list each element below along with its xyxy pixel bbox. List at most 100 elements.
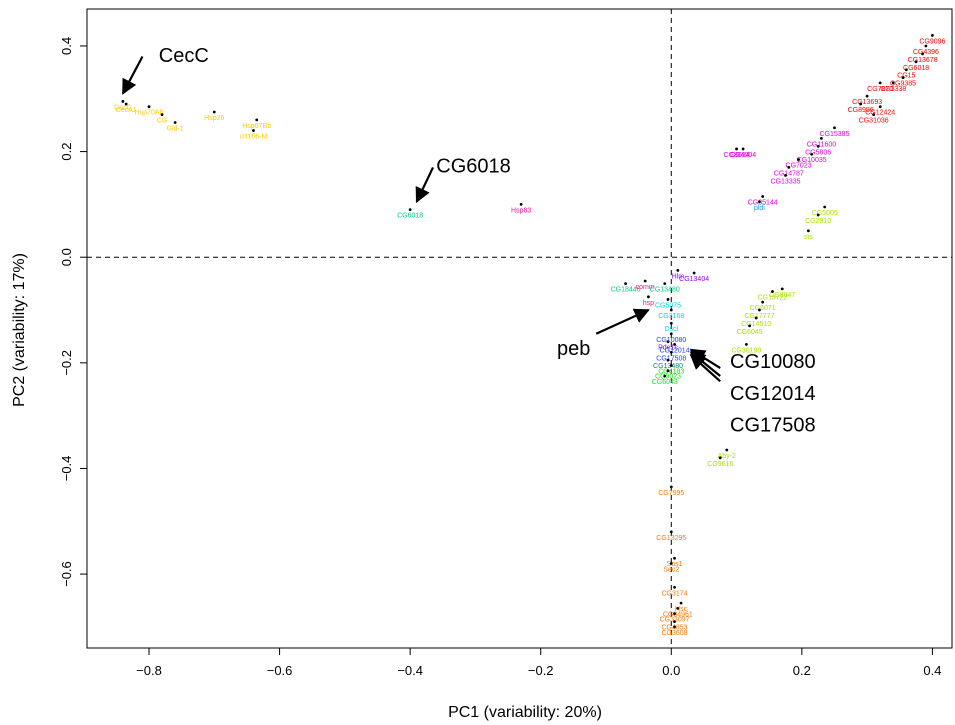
data-point xyxy=(673,612,676,616)
data-point xyxy=(806,229,810,233)
point-label: CG6071 xyxy=(750,305,776,312)
data-point xyxy=(666,358,670,362)
point-label: CG13678 xyxy=(908,57,938,64)
data-point xyxy=(669,364,673,367)
point-label: CG13335 xyxy=(771,178,801,185)
data-point xyxy=(904,68,908,72)
data-point xyxy=(679,601,683,605)
data-point xyxy=(663,374,667,378)
point-label: CG18446 xyxy=(611,287,641,294)
point-label: CG8947 xyxy=(769,292,795,299)
data-point xyxy=(666,340,670,344)
data-point xyxy=(761,195,765,198)
annotation-label: CG10080 xyxy=(730,351,816,373)
data-point xyxy=(914,60,918,64)
data-point xyxy=(921,52,925,56)
data-point xyxy=(787,166,791,169)
point-label: CG12014 xyxy=(660,347,690,354)
data-point xyxy=(643,279,647,283)
point-label: pldi xyxy=(754,205,765,212)
point-label: CG17777 xyxy=(744,313,774,320)
data-point xyxy=(820,136,823,140)
annotation-arrow xyxy=(121,56,144,95)
data-point xyxy=(735,147,738,151)
annotation-arrow xyxy=(689,353,721,383)
annotation-label: CecC xyxy=(159,45,209,67)
point-label: CG3338 xyxy=(880,86,906,93)
point-label: CG2910 xyxy=(805,218,831,225)
point-label: Hsp70Ab xyxy=(135,110,164,117)
point-label: CG13722 xyxy=(757,295,787,302)
point-label: CG4004 xyxy=(730,152,756,159)
point-label: CecC xyxy=(114,104,132,111)
data-point xyxy=(823,205,827,209)
x-axis-title: PC1 (variability: 20%) xyxy=(448,704,602,721)
point-label: CG4183 xyxy=(658,368,684,375)
point-label: CG7995 xyxy=(658,490,684,497)
data-point xyxy=(173,121,177,124)
point-label: CG30199 xyxy=(731,347,761,354)
data-point xyxy=(669,530,673,534)
point-label: CG xyxy=(157,118,168,125)
x-tick-label: 0.2 xyxy=(793,663,811,678)
data-point xyxy=(673,342,676,346)
point-label: CG9385 xyxy=(890,81,916,88)
point-label: CG8996 xyxy=(848,107,874,114)
data-point xyxy=(754,316,758,320)
point-label: CecA1 xyxy=(116,107,137,114)
data-point xyxy=(647,295,650,299)
x-tick-label: −0.4 xyxy=(397,663,423,678)
point-label: CG35144 xyxy=(748,199,778,206)
point-label: CG10035 xyxy=(797,157,827,164)
data-point xyxy=(816,144,820,148)
data-point xyxy=(761,300,765,304)
point-label: Hsc xyxy=(675,606,688,613)
x-tick-label: 0.4 xyxy=(923,663,941,678)
point-label: CG9023 xyxy=(655,374,681,381)
data-point xyxy=(901,76,905,80)
point-label: Sos1 xyxy=(667,561,683,568)
data-point xyxy=(669,321,673,325)
point-label: CG5075 xyxy=(655,302,681,309)
data-point xyxy=(666,369,670,373)
point-label: CG33097 xyxy=(660,617,690,624)
point-label: CG10080 xyxy=(656,337,686,344)
point-label: CG9096 xyxy=(919,38,945,45)
data-point xyxy=(669,562,673,565)
point-label: Aby-2 xyxy=(718,453,736,460)
data-point xyxy=(718,456,722,460)
data-point xyxy=(741,147,745,151)
data-point xyxy=(673,620,676,623)
point-label: sts xyxy=(804,234,813,241)
data-point xyxy=(669,308,673,312)
annotation-label: CG6018 xyxy=(436,156,511,178)
y-tick-label: 0.2 xyxy=(59,143,74,161)
point-label: CG6018 xyxy=(397,213,423,220)
data-point xyxy=(147,105,151,109)
point-label: Hsp26 xyxy=(204,115,224,122)
data-point xyxy=(758,308,761,312)
data-point xyxy=(771,290,774,293)
point-label: CG6043 xyxy=(652,379,678,386)
annotation-arrow xyxy=(415,166,434,204)
point-label: Sec2 xyxy=(663,567,679,574)
point-label: CG13404 xyxy=(679,276,709,283)
data-point xyxy=(784,173,787,177)
data-point xyxy=(878,105,882,109)
x-tick-label: 0.0 xyxy=(662,663,680,678)
data-point xyxy=(669,485,673,489)
plot-frame xyxy=(86,8,953,649)
data-point xyxy=(872,113,876,117)
data-point xyxy=(669,350,673,354)
annotation-label: CG17508 xyxy=(730,414,816,436)
data-point xyxy=(121,100,125,103)
data-point xyxy=(692,271,696,275)
data-point xyxy=(891,81,895,85)
data-point xyxy=(673,625,676,629)
data-point xyxy=(758,200,761,204)
data-point xyxy=(160,113,164,117)
data-point xyxy=(212,110,216,114)
data-point xyxy=(810,152,814,156)
annotation-arrow xyxy=(595,308,650,335)
